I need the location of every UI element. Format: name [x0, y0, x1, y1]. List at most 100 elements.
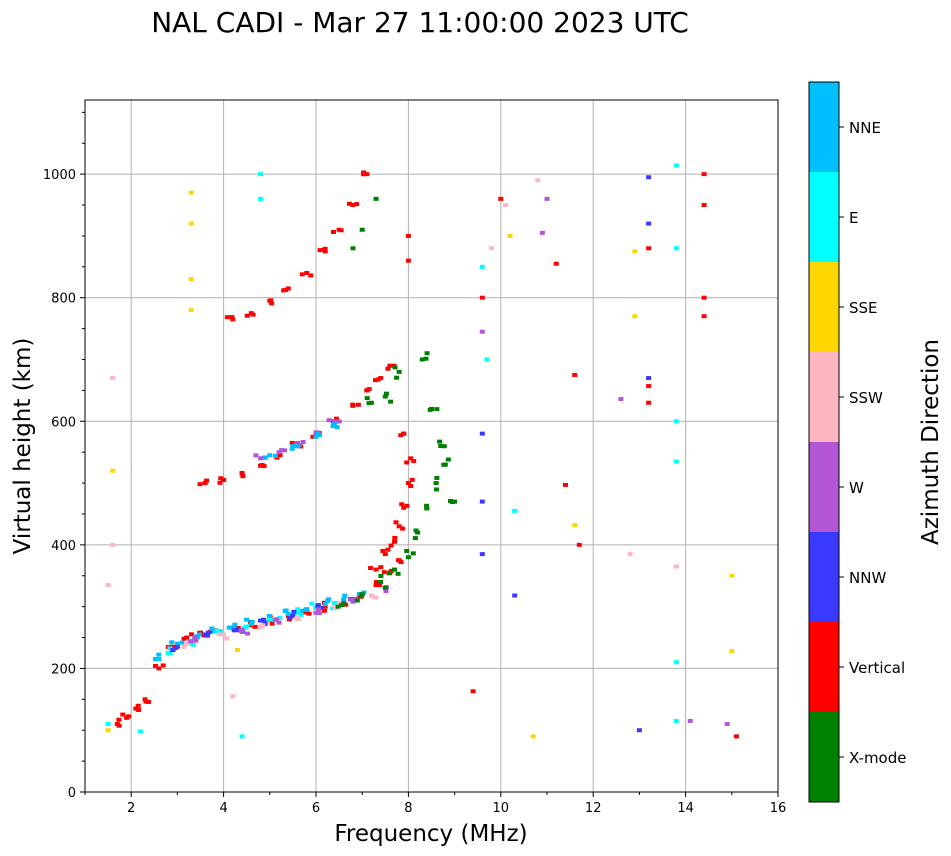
data-point — [400, 526, 406, 531]
data-point — [381, 570, 387, 575]
data-point — [646, 175, 652, 180]
data-point — [375, 377, 381, 382]
data-point — [377, 583, 383, 588]
data-point — [217, 480, 223, 485]
data-point — [309, 601, 315, 606]
data-point — [437, 439, 443, 444]
data-point — [167, 646, 173, 651]
colorbar-tick-label: NNE — [849, 119, 881, 137]
data-point — [282, 609, 288, 614]
colorbar-segment — [809, 442, 839, 532]
data-point — [261, 617, 267, 622]
data-point — [230, 694, 236, 699]
data-point — [221, 632, 227, 637]
data-point — [269, 301, 275, 306]
data-point — [269, 621, 275, 626]
data-point — [348, 597, 354, 602]
data-point — [174, 641, 180, 646]
data-point — [404, 548, 410, 553]
data-point — [295, 440, 301, 445]
data-point — [282, 448, 288, 453]
data-point — [572, 523, 578, 528]
data-point — [135, 703, 141, 708]
x-tick-label: 16 — [770, 801, 787, 816]
data-point — [378, 573, 384, 578]
data-point — [143, 699, 149, 704]
data-point — [316, 611, 322, 616]
data-point — [405, 258, 411, 263]
data-point — [484, 357, 490, 362]
data-point — [336, 600, 342, 605]
data-point — [673, 564, 679, 569]
data-point — [105, 722, 111, 727]
data-point — [197, 482, 203, 487]
x-tick-label: 4 — [219, 801, 227, 816]
data-point — [308, 273, 314, 278]
data-point — [385, 366, 391, 371]
data-point — [216, 632, 222, 637]
x-tick-label: 14 — [677, 801, 694, 816]
data-point — [272, 453, 278, 458]
data-point — [298, 612, 304, 617]
data-point — [277, 452, 283, 457]
data-point — [306, 611, 312, 616]
data-point — [350, 402, 356, 407]
data-point — [386, 571, 392, 576]
data-point — [729, 573, 735, 578]
colorbar-segment — [809, 352, 839, 442]
data-point — [632, 249, 638, 254]
data-point — [424, 503, 430, 508]
data-point — [383, 589, 389, 594]
data-point — [235, 625, 241, 630]
colorbar-segment — [809, 262, 839, 352]
data-point — [396, 369, 402, 374]
data-point — [502, 203, 508, 208]
data-point — [535, 178, 541, 183]
data-point — [105, 583, 111, 588]
data-point — [230, 626, 236, 631]
colorbar-segment — [809, 622, 839, 712]
x-axis-label: Frequency (MHz) — [334, 821, 527, 847]
data-point — [411, 459, 417, 464]
data-point — [395, 571, 401, 576]
data-point — [188, 277, 194, 282]
data-point — [204, 478, 210, 483]
data-point — [673, 163, 679, 168]
data-point — [252, 624, 258, 629]
data-point — [445, 457, 451, 462]
data-point — [268, 298, 274, 303]
data-point — [342, 593, 348, 598]
data-point — [410, 551, 416, 556]
data-point — [383, 391, 389, 396]
data-point — [116, 723, 122, 728]
data-point — [110, 468, 116, 473]
x-tick-label: 6 — [312, 801, 320, 816]
data-point — [290, 444, 296, 448]
x-tick-label: 10 — [493, 801, 510, 816]
data-point — [202, 481, 208, 486]
data-point — [189, 641, 195, 646]
data-point — [470, 689, 476, 694]
x-tick-label: 8 — [404, 801, 412, 816]
data-point — [405, 555, 411, 560]
data-point — [427, 407, 433, 412]
data-point — [424, 506, 430, 511]
data-point — [350, 599, 356, 604]
data-point — [120, 712, 126, 717]
data-point — [167, 651, 173, 656]
data-point — [313, 610, 319, 615]
data-point — [636, 728, 642, 733]
data-point — [404, 503, 410, 508]
data-point — [330, 230, 336, 235]
data-point — [701, 172, 707, 177]
data-point — [441, 462, 447, 467]
data-point — [387, 363, 393, 368]
data-point — [364, 396, 370, 401]
colorbar-tick-label: X-mode — [849, 749, 906, 767]
data-point — [394, 375, 400, 380]
colorbar: X-mode Vertical NNW W SSW SSE E NNE — [808, 81, 906, 803]
data-point — [259, 463, 265, 468]
data-point — [294, 616, 300, 621]
colorbar-tick-label: NNW — [849, 569, 886, 587]
data-point — [214, 628, 220, 633]
